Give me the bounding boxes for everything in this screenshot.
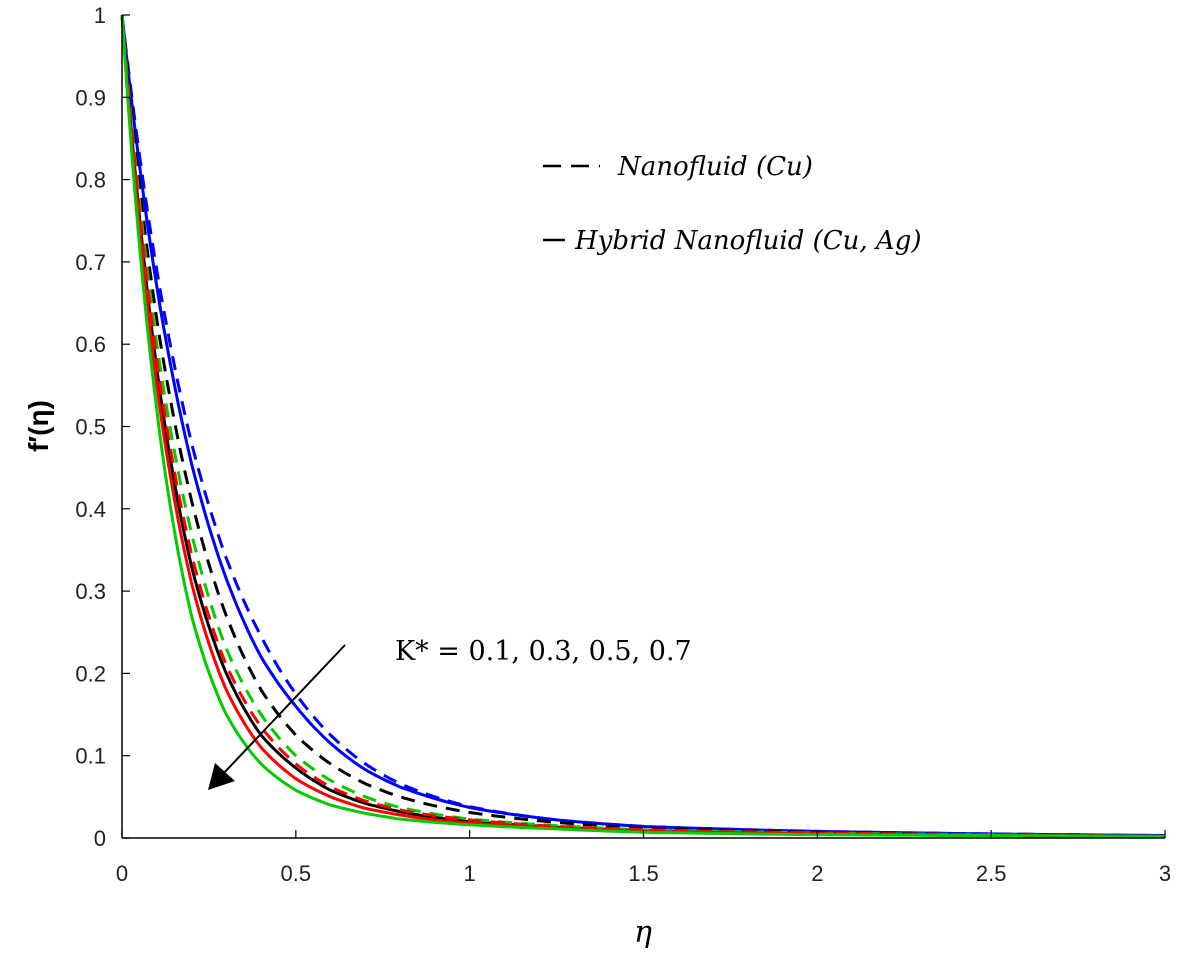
y-tick-label: 0.8 — [75, 168, 106, 193]
plot-area — [122, 15, 1165, 838]
legend-label-hybrid: Hybrid Nanofluid (Cu, Ag) — [574, 226, 922, 256]
x-tick-label: 2.5 — [976, 861, 1007, 886]
y-tick-label: 0 — [94, 826, 106, 851]
y-tick-label: 0.9 — [75, 85, 106, 110]
y-tick-label: 0.7 — [75, 250, 106, 275]
y-tick-label: 0.5 — [75, 415, 106, 440]
x-tick-label: 0 — [116, 861, 128, 886]
y-tick-label: 0.3 — [75, 579, 106, 604]
series-line-solid-7 — [120, 14, 1166, 838]
y-tick-label: 0.6 — [75, 332, 106, 357]
x-tick-label: 3 — [1159, 861, 1171, 886]
annotation-arrow-shaft — [221, 644, 346, 776]
x-axis-label: η — [634, 915, 652, 950]
x-tick-label: 1.5 — [628, 861, 659, 886]
y-axis-label: f′(η) — [23, 400, 54, 452]
x-tick-label: 0.5 — [281, 861, 312, 886]
legend: Nanofluid (Cu) Hybrid Nanofluid (Cu, Ag) — [543, 152, 922, 256]
annotation-text: K* = 0.1, 0.3, 0.5, 0.7 — [395, 636, 692, 667]
ticks-layer: 0 0.5 1 1.5 2 2.5 3 0 0.1 0.2 0.3 0.4 0.5 0.6 0.7 0.8 0.… — [75, 3, 1171, 886]
y-tick-label: 0.2 — [75, 661, 106, 686]
annotation: K* = 0.1, 0.3, 0.5, 0.7 — [208, 636, 692, 790]
y-tick-label: 0.4 — [75, 497, 106, 522]
y-tick-label: 1 — [94, 3, 106, 28]
y-tick-label: 0.1 — [75, 744, 106, 769]
x-tick-label: 2 — [811, 861, 823, 886]
legend-label-nanofluid: Nanofluid (Cu) — [617, 152, 813, 182]
x-tick-label: 1 — [464, 861, 476, 886]
series-layer — [120, 14, 1166, 838]
annotation-arrowhead — [208, 763, 235, 790]
